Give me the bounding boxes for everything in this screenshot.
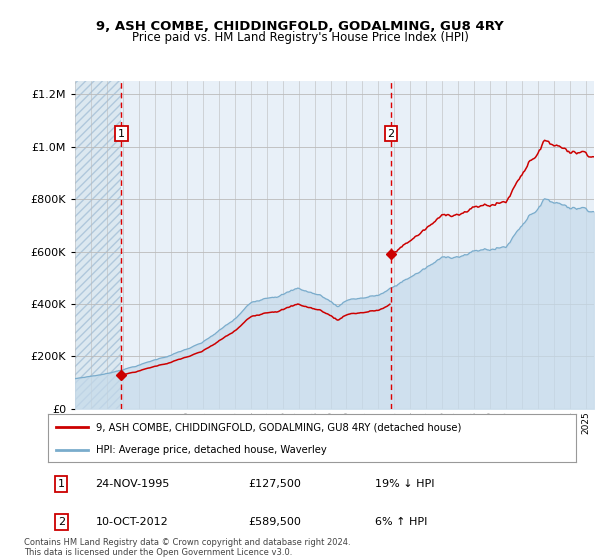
Text: £589,500: £589,500 xyxy=(248,517,302,527)
Text: £127,500: £127,500 xyxy=(248,479,302,489)
Text: Contains HM Land Registry data © Crown copyright and database right 2024.
This d: Contains HM Land Registry data © Crown c… xyxy=(24,538,350,557)
Text: 19% ↓ HPI: 19% ↓ HPI xyxy=(376,479,435,489)
Text: 9, ASH COMBE, CHIDDINGFOLD, GODALMING, GU8 4RY (detached house): 9, ASH COMBE, CHIDDINGFOLD, GODALMING, G… xyxy=(95,422,461,432)
Text: 2: 2 xyxy=(58,517,65,527)
Text: 24-NOV-1995: 24-NOV-1995 xyxy=(95,479,170,489)
Text: 9, ASH COMBE, CHIDDINGFOLD, GODALMING, GU8 4RY: 9, ASH COMBE, CHIDDINGFOLD, GODALMING, G… xyxy=(96,20,504,32)
Text: 1: 1 xyxy=(118,129,125,139)
Text: 10-OCT-2012: 10-OCT-2012 xyxy=(95,517,168,527)
Text: 1: 1 xyxy=(58,479,65,489)
Bar xyxy=(75,81,121,409)
Text: Price paid vs. HM Land Registry's House Price Index (HPI): Price paid vs. HM Land Registry's House … xyxy=(131,31,469,44)
Text: 2: 2 xyxy=(388,129,394,139)
Text: HPI: Average price, detached house, Waverley: HPI: Average price, detached house, Wave… xyxy=(95,445,326,455)
Text: 6% ↑ HPI: 6% ↑ HPI xyxy=(376,517,428,527)
